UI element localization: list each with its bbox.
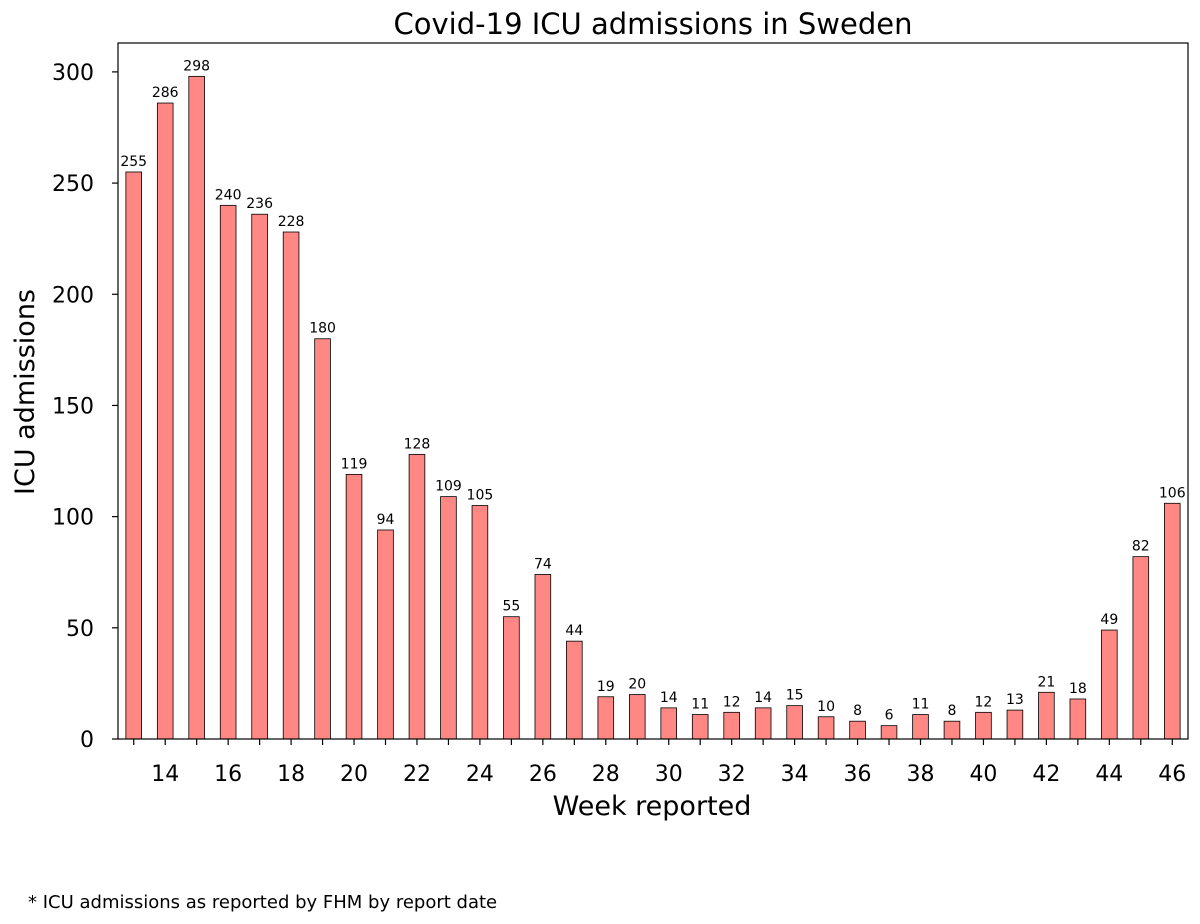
data-label-week-35: 10 <box>817 699 835 715</box>
data-label-week-22: 128 <box>404 436 431 452</box>
bar-week-39 <box>943 720 961 740</box>
data-label-week-45: 82 <box>1132 539 1150 555</box>
bar-week-27 <box>566 640 583 740</box>
bar-week-13 <box>125 171 143 740</box>
bar-week-24 <box>471 505 489 740</box>
bar-week-30 <box>660 707 678 740</box>
bar-week-36 <box>849 720 866 740</box>
data-label-week-27: 44 <box>565 623 583 639</box>
bar-week-38 <box>912 714 929 740</box>
data-label-week-34: 15 <box>786 688 804 704</box>
plot-frame <box>117 42 1189 740</box>
data-label-week-24: 105 <box>467 488 494 504</box>
bar-week-29 <box>628 694 646 740</box>
data-label-week-18: 228 <box>278 214 305 230</box>
bar-week-34 <box>786 705 803 740</box>
data-label-week-33: 14 <box>754 690 772 706</box>
x-tick-label: 44 <box>1095 762 1123 787</box>
x-axis-label: Week reported <box>553 791 752 822</box>
x-tick-label: 42 <box>1032 762 1060 787</box>
bar-week-14 <box>156 102 174 740</box>
bar-week-22 <box>408 453 426 740</box>
bar-week-26 <box>534 574 552 740</box>
data-label-week-26: 74 <box>534 556 552 572</box>
data-label-week-16: 240 <box>215 187 242 203</box>
footnote: * ICU admissions as reported by FHM by r… <box>28 892 497 913</box>
data-label-week-29: 20 <box>628 677 646 693</box>
data-label-week-21: 94 <box>377 512 395 528</box>
x-tick-label: 32 <box>718 762 746 787</box>
y-tick-label: 100 <box>52 506 94 531</box>
data-label-week-30: 14 <box>660 690 678 706</box>
bar-week-32 <box>723 711 740 740</box>
bar-week-33 <box>754 707 772 740</box>
data-label-week-44: 49 <box>1100 612 1118 628</box>
bar-week-15 <box>188 75 205 740</box>
x-tick-label: 46 <box>1158 762 1186 787</box>
bar-week-25 <box>503 616 520 740</box>
data-label-week-13: 255 <box>120 154 147 170</box>
bar-week-23 <box>440 496 457 740</box>
bar-week-18 <box>282 231 300 740</box>
bar-week-46 <box>1163 502 1181 740</box>
x-tick-label: 40 <box>969 762 997 787</box>
data-label-week-36: 8 <box>853 703 862 719</box>
x-tick-label: 36 <box>844 762 872 787</box>
data-label-week-20: 119 <box>341 456 368 472</box>
data-label-week-28: 19 <box>597 679 615 695</box>
data-label-week-23: 109 <box>435 479 462 495</box>
bar-week-37 <box>880 725 898 740</box>
bar-week-21 <box>377 529 394 740</box>
data-label-week-43: 18 <box>1069 681 1087 697</box>
bar-week-45 <box>1132 556 1150 740</box>
bar-week-35 <box>817 716 835 740</box>
bar-week-44 <box>1101 629 1118 740</box>
x-tick-label: 16 <box>214 762 242 787</box>
x-tick-label: 38 <box>907 762 935 787</box>
bar-week-17 <box>251 213 268 740</box>
data-label-week-25: 55 <box>502 599 520 615</box>
y-tick-label: 150 <box>52 394 94 419</box>
data-label-week-39: 8 <box>948 703 957 719</box>
y-tick-label: 250 <box>52 172 94 197</box>
data-label-week-41: 13 <box>1006 692 1024 708</box>
bar-week-28 <box>597 696 615 740</box>
data-label-week-42: 21 <box>1037 674 1055 690</box>
bar-week-42 <box>1038 691 1055 740</box>
bar-week-41 <box>1006 709 1024 740</box>
x-tick-label: 24 <box>466 762 494 787</box>
bar-week-20 <box>345 473 363 740</box>
x-tick-label: 22 <box>403 762 431 787</box>
x-tick-label: 28 <box>592 762 620 787</box>
y-tick-label: 0 <box>80 728 94 753</box>
x-tick-label: 34 <box>781 762 809 787</box>
bar-week-31 <box>691 714 709 740</box>
bar-week-19 <box>314 338 331 740</box>
x-tick-label: 20 <box>340 762 368 787</box>
data-label-week-40: 12 <box>975 694 993 710</box>
y-tick-label: 50 <box>66 617 94 642</box>
x-tick-label: 18 <box>277 762 305 787</box>
bar-week-43 <box>1069 698 1087 740</box>
chart-title: Covid-19 ICU admissions in Sweden <box>394 7 913 41</box>
bar-week-40 <box>975 711 992 740</box>
y-axis-label: ICU admissions <box>10 289 41 495</box>
data-label-week-37: 6 <box>885 708 894 724</box>
data-label-week-32: 12 <box>723 694 741 710</box>
bar-week-16 <box>219 204 237 740</box>
data-label-week-15: 298 <box>183 58 210 74</box>
data-label-week-31: 11 <box>691 697 709 713</box>
x-tick-label: 30 <box>655 762 683 787</box>
x-tick-label: 26 <box>529 762 557 787</box>
x-tick-label: 14 <box>151 762 179 787</box>
data-label-week-19: 180 <box>309 321 336 337</box>
data-label-week-14: 286 <box>152 85 179 101</box>
data-label-week-46: 106 <box>1159 485 1186 501</box>
y-tick-label: 200 <box>52 283 94 308</box>
data-label-week-17: 236 <box>246 196 273 212</box>
data-label-week-38: 11 <box>912 697 930 713</box>
y-tick-label: 300 <box>52 61 94 86</box>
